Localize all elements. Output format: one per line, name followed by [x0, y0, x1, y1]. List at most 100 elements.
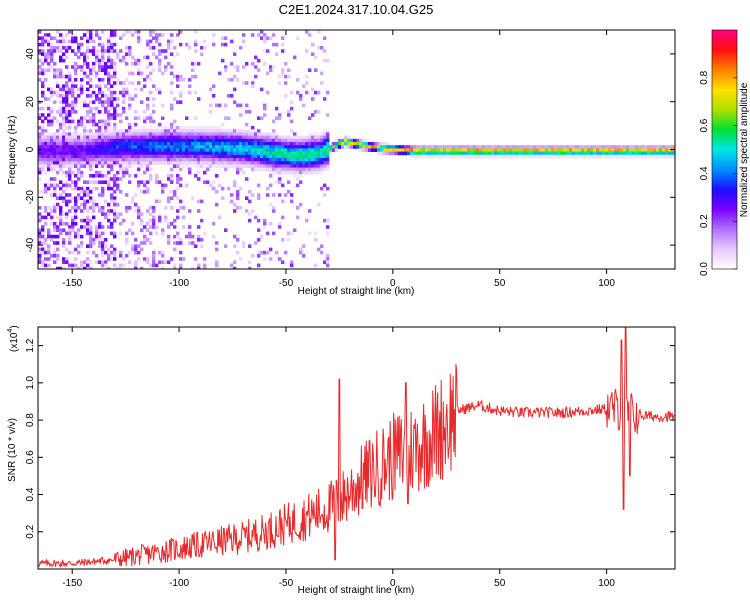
spectrogram-cell [260, 148, 264, 152]
spectrogram-cell [305, 142, 309, 146]
spectrogram-cell [224, 68, 228, 72]
spectrogram-cell [302, 103, 306, 108]
spectrogram-cell [236, 135, 240, 140]
spectrogram-cell [83, 132, 87, 136]
spectrogram-cell [158, 135, 162, 140]
spectrogram-cell [506, 148, 510, 152]
spectrogram-cell [221, 142, 225, 146]
spectrogram-cell [92, 135, 96, 140]
spectrogram-cell [266, 49, 270, 53]
spectrogram-cell [113, 183, 117, 188]
spectrogram-cell [119, 190, 123, 194]
spectrogram-cell [272, 151, 276, 156]
spectrogram-cell [203, 148, 207, 152]
spectrogram-cell [176, 186, 180, 191]
spectrogram-cell [581, 145, 585, 149]
spectrogram-cell [176, 148, 180, 152]
spectrogram-cell [206, 180, 210, 184]
snr-y-tick-label: 0.4 [25, 487, 36, 501]
spectrogram-cell [59, 106, 63, 111]
spectrogram-cell [245, 148, 249, 152]
spectrogram-cell [269, 154, 273, 159]
spectrogram-cell [638, 151, 642, 156]
spectrogram-cell [104, 84, 108, 88]
spectrogram-cell [47, 158, 51, 162]
spectrogram-cell [62, 119, 66, 124]
spectrogram-cell [137, 158, 141, 162]
spectrogram-cell [110, 113, 114, 117]
spectrogram-cell [317, 46, 321, 50]
spectrogram-cell [515, 151, 519, 156]
spectrogram-cell [620, 145, 624, 149]
spectrogram-cell [155, 158, 159, 162]
spectrogram-cell [275, 170, 279, 175]
spectrogram-cell [143, 238, 147, 242]
spectrogram-cell [53, 132, 57, 136]
spectrogram-cell [245, 177, 249, 181]
spectrogram-cell [155, 39, 159, 44]
spectrogram-cell [311, 154, 315, 159]
spectrogram-cell [185, 145, 189, 149]
spectrogram-cell [302, 244, 306, 248]
spectrogram-cell [137, 148, 141, 152]
spectrogram-cell [254, 55, 258, 60]
spectrogram-cell [389, 148, 393, 152]
spectrogram-cell [128, 158, 132, 162]
spectrogram-cell [305, 161, 309, 165]
spectrogram-cell [44, 190, 48, 194]
spectrogram-cell [68, 142, 72, 146]
spectrogram-cell [161, 132, 165, 136]
spectrogram-cell [59, 142, 63, 146]
spectrogram-cell [506, 154, 510, 159]
spectrogram-cell [329, 145, 333, 149]
spectrogram-cell [41, 151, 45, 156]
spectrogram-cell [185, 116, 189, 120]
spectrogram-cell [350, 142, 354, 146]
spectrogram-cell [203, 180, 207, 184]
spectrogram-cell [77, 231, 81, 236]
spectrogram-cell [116, 186, 120, 191]
spectrogram-cell [56, 68, 60, 72]
spectrogram-cell [41, 228, 45, 232]
spectrogram-cell [290, 135, 294, 140]
spectrogram-cell [137, 164, 141, 168]
spectrogram-cell [131, 138, 135, 143]
spectrogram-cell [50, 148, 54, 152]
spectrogram-cell [158, 49, 162, 53]
spectrogram-cell [485, 154, 489, 159]
spectrogram-cell [104, 161, 108, 165]
spectrogram-cell [203, 46, 207, 50]
spectrogram-cell [287, 148, 291, 152]
spectrogram-cell [434, 151, 438, 156]
spectrogram-cell [80, 132, 84, 136]
spectrogram-cell [317, 138, 321, 143]
spectrogram-cell [77, 145, 81, 149]
spectrogram-cell [122, 161, 126, 165]
spectrogram-cell [68, 170, 72, 175]
spectrogram-cell [143, 190, 147, 194]
spectrogram-cell [275, 145, 279, 149]
spectrogram-cell [218, 158, 222, 162]
spectrogram-cell [263, 148, 267, 152]
spectrogram-cell [41, 71, 45, 76]
spectrogram-cell [245, 151, 249, 156]
spectrogram-cell [95, 260, 99, 264]
spectrogram-cell [86, 218, 90, 223]
spectrogram-cell [173, 266, 177, 269]
spectrogram-cell [173, 158, 177, 162]
spectrogram-cell [101, 206, 105, 210]
spectrogram-cell [131, 62, 135, 66]
spectrogram-cell [326, 129, 330, 133]
spectrogram-cell [656, 151, 660, 156]
spectrogram-cell [254, 142, 258, 146]
spectrogram-cell [197, 170, 201, 175]
spectrogram-cell [95, 186, 99, 191]
spectrogram-cell [59, 49, 63, 53]
spectrogram-cell [344, 138, 348, 143]
spectrogram-cell [164, 142, 168, 146]
spectrogram-cell [83, 62, 87, 66]
spectrogram-cell [95, 161, 99, 165]
spectrogram-cell [56, 30, 60, 34]
spectrogram-cell [74, 199, 78, 204]
spectrogram-cell [299, 170, 303, 175]
